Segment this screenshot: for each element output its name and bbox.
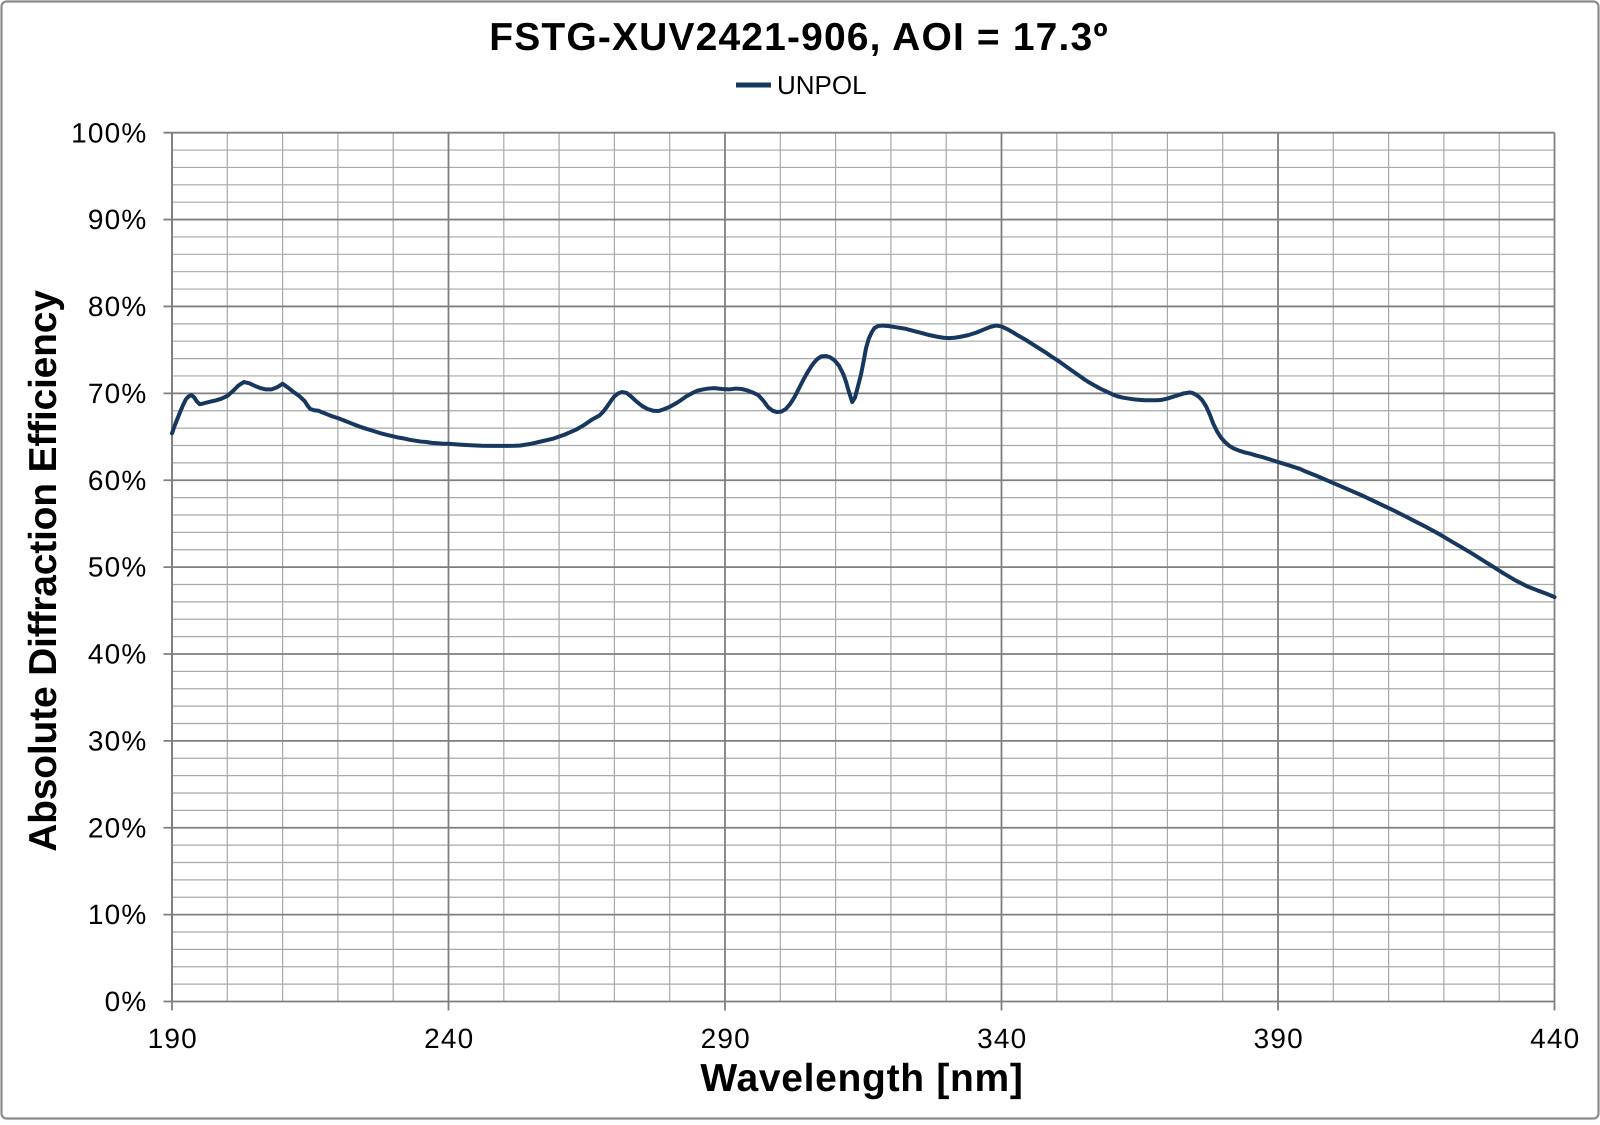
svg-text:190: 190 <box>148 1023 198 1054</box>
svg-text:20%: 20% <box>88 812 148 843</box>
svg-text:10%: 10% <box>88 899 148 930</box>
svg-text:80%: 80% <box>88 291 148 322</box>
svg-text:Wavelength [nm]: Wavelength [nm] <box>700 1057 1023 1100</box>
svg-text:440: 440 <box>1530 1023 1580 1054</box>
svg-text:60%: 60% <box>88 465 148 496</box>
svg-text:290: 290 <box>701 1023 751 1054</box>
svg-text:340: 340 <box>977 1023 1027 1054</box>
svg-text:50%: 50% <box>88 552 148 583</box>
svg-text:100%: 100% <box>71 117 147 148</box>
svg-text:UNPOL: UNPOL <box>777 70 867 100</box>
svg-text:390: 390 <box>1254 1023 1304 1054</box>
svg-text:70%: 70% <box>88 378 148 409</box>
svg-text:0%: 0% <box>105 986 148 1017</box>
svg-text:40%: 40% <box>88 639 148 670</box>
svg-text:FSTG-XUV2421-906, AOI = 17.3º: FSTG-XUV2421-906, AOI = 17.3º <box>489 16 1109 59</box>
svg-text:90%: 90% <box>88 204 148 235</box>
svg-text:Absolute Diffraction Efficienc: Absolute Diffraction Efficiency <box>22 290 65 852</box>
svg-text:240: 240 <box>424 1023 474 1054</box>
svg-text:30%: 30% <box>88 725 148 756</box>
